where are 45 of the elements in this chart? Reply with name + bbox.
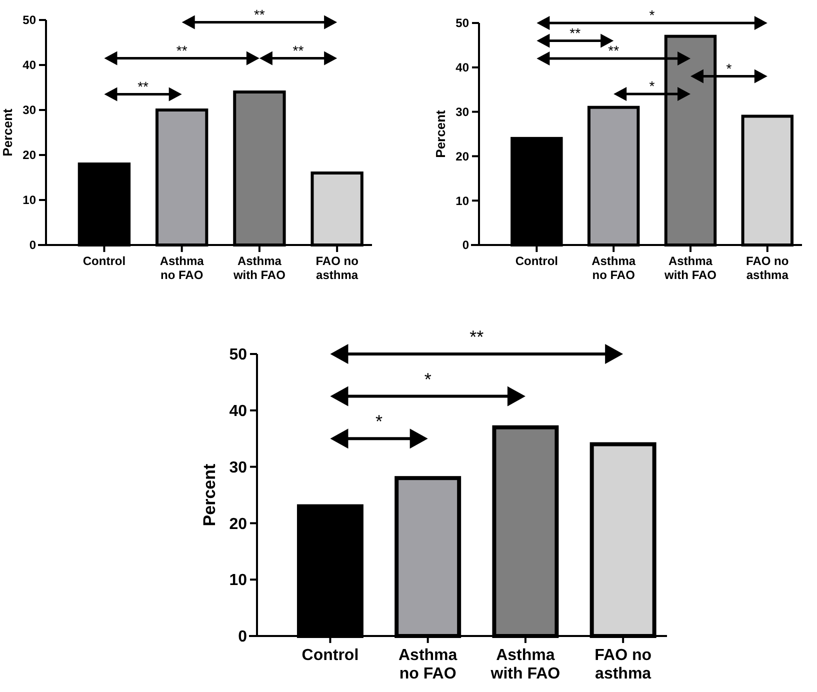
y-tick-label: 50 bbox=[229, 346, 248, 364]
x-tick-label: Control bbox=[515, 254, 558, 268]
y-tick-label: 0 bbox=[29, 238, 36, 252]
text: ** bbox=[470, 327, 484, 347]
y-tick-label: 30 bbox=[456, 105, 470, 119]
y-tick-label: 10 bbox=[456, 194, 470, 208]
y-axis-title: Percent bbox=[433, 109, 448, 158]
y-tick-label: 20 bbox=[22, 148, 36, 162]
y-tick-label: 20 bbox=[456, 149, 470, 164]
y-tick-label: 0 bbox=[238, 628, 248, 646]
annotation: ** bbox=[570, 24, 582, 41]
annotation: ** bbox=[138, 78, 150, 94]
annotation: * bbox=[376, 412, 383, 432]
y-axis-title: Percent bbox=[0, 108, 15, 156]
y-tick-label: 30 bbox=[22, 103, 36, 118]
annotation: ** bbox=[176, 42, 188, 58]
annotation: * bbox=[424, 369, 432, 390]
x-tick-label: Control bbox=[302, 647, 359, 664]
x-tick-label: Asthma with FAO bbox=[663, 254, 716, 282]
annotation: ** bbox=[292, 42, 304, 58]
y-tick-label: 40 bbox=[22, 58, 36, 72]
x-tick-label: Asthma with FAO bbox=[232, 254, 286, 282]
x-tick-label: FAO no asthma bbox=[594, 647, 652, 682]
y-tick-label: 50 bbox=[456, 16, 470, 30]
annotation: * bbox=[649, 7, 656, 23]
annotation: ** bbox=[608, 42, 620, 59]
y-tick-label: 50 bbox=[22, 13, 36, 28]
annotation: * bbox=[726, 60, 732, 76]
annotation: * bbox=[649, 78, 656, 94]
annotation: ** bbox=[254, 6, 266, 22]
x-tick-label: Asthma no FAO bbox=[592, 254, 636, 282]
y-axis-title: Percent bbox=[200, 463, 219, 526]
y-tick-label: 30 bbox=[229, 459, 248, 476]
x-tick-label: FAO no asthma bbox=[316, 254, 358, 282]
x-tick-label: Control bbox=[82, 254, 126, 268]
y-tick-label: 40 bbox=[456, 60, 470, 75]
y-tick-label: 0 bbox=[462, 238, 470, 252]
x-tick-label: FAO no asthma bbox=[746, 254, 789, 282]
y-tick-label: 10 bbox=[22, 193, 36, 208]
y-tick-label: 10 bbox=[229, 572, 248, 590]
y-tick-label: 40 bbox=[229, 403, 248, 420]
x-tick-label: Asthma with FAO bbox=[490, 647, 560, 682]
x-tick-label: Asthma no FAO bbox=[398, 647, 458, 682]
x-tick-label: Asthma no FAO bbox=[160, 254, 204, 282]
y-tick-label: 20 bbox=[229, 516, 248, 533]
